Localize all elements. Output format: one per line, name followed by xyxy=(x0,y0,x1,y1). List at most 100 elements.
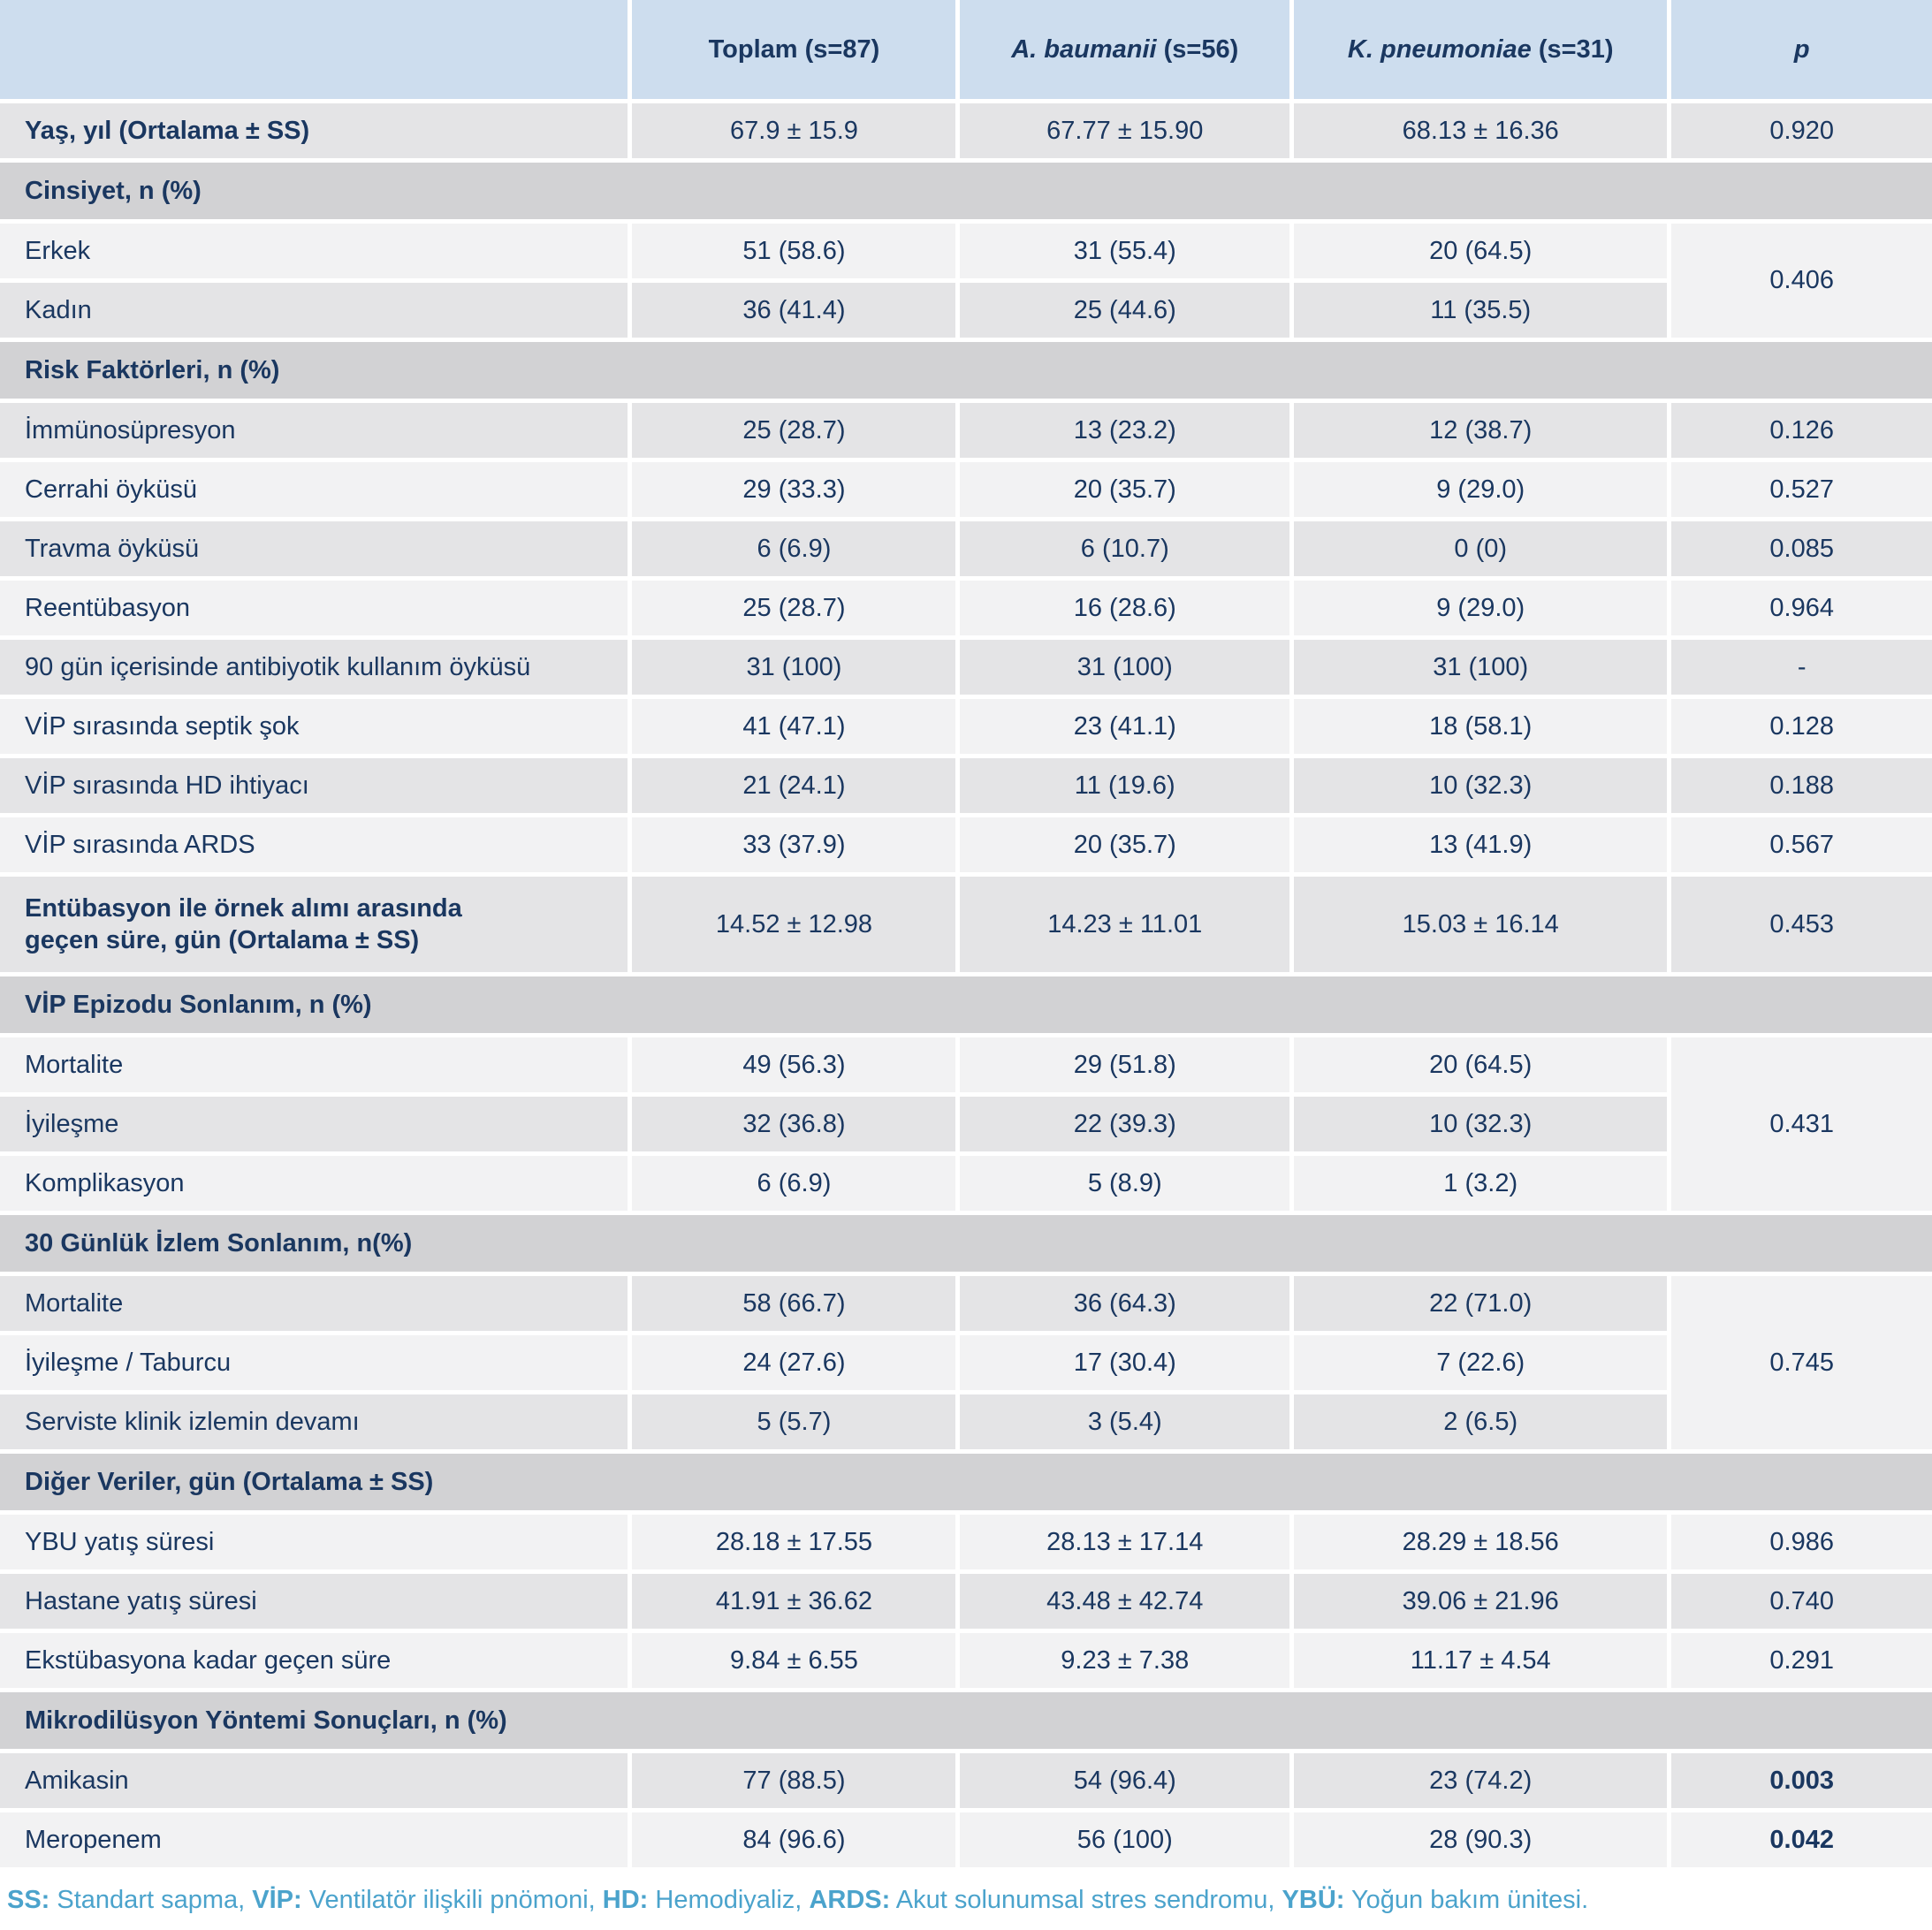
section-header-row: Mikrodilüsyon Yöntemi Sonuçları, n (%) xyxy=(0,1692,1932,1749)
value-toplam: 25 (28.7) xyxy=(632,581,956,635)
value-a-baumanii: 11 (19.6) xyxy=(960,758,1290,813)
p-value: 0.085 xyxy=(1671,521,1932,576)
footnote-text: Ventilatör ilişkili pnömoni, xyxy=(301,1886,603,1914)
value-a-baumanii: 54 (96.4) xyxy=(960,1753,1290,1808)
row-label: Kadın xyxy=(0,283,628,338)
value-a-baumanii: 5 (8.9) xyxy=(960,1156,1290,1211)
table-row: Hastane yatış süresi 41.91 ± 36.62 43.48 ±… xyxy=(0,1574,1932,1629)
value-toplam: 67.9 ± 15.9 xyxy=(632,103,956,158)
footnote-text: Yoğun bakım ünitesi. xyxy=(1344,1886,1589,1914)
row-label: Mortalite xyxy=(0,1276,628,1331)
row-label: Travma öyküsü xyxy=(0,521,628,576)
table-row: VİP sırasında septik şok 41 (47.1) 23 (41.… xyxy=(0,699,1932,754)
value-k-pneumoniae: 2 (6.5) xyxy=(1294,1394,1668,1449)
value-k-pneumoniae: 7 (22.6) xyxy=(1294,1335,1668,1390)
value-toplam: 25 (28.7) xyxy=(632,403,956,458)
value-a-baumanii: 31 (55.4) xyxy=(960,224,1290,278)
p-value: 0.188 xyxy=(1671,758,1932,813)
value-k-pneumoniae: 9 (29.0) xyxy=(1294,581,1668,635)
column-header-species-name: A. baumanii xyxy=(1011,34,1157,64)
section-header-row: 30 Günlük İzlem Sonlanım, n(%) xyxy=(0,1215,1932,1272)
table-row: Serviste klinik izlemin devamı 5 (5.7) 3 (… xyxy=(0,1394,1932,1449)
value-k-pneumoniae: 11 (35.5) xyxy=(1294,283,1668,338)
footnote-text: Standart sapma, xyxy=(49,1886,253,1914)
table-row: 90 gün içerisinde antibiyotik kullanım ö… xyxy=(0,640,1932,695)
value-a-baumanii: 67.77 ± 15.90 xyxy=(960,103,1290,158)
p-value: 0.406 xyxy=(1671,224,1932,338)
row-label: Cerrahi öyküsü xyxy=(0,462,628,517)
value-a-baumanii: 13 (23.2) xyxy=(960,403,1290,458)
row-label: Erkek xyxy=(0,224,628,278)
footnote-abbr: YBÜ: xyxy=(1282,1886,1345,1914)
p-value: 0.567 xyxy=(1671,817,1932,872)
value-toplam: 24 (27.6) xyxy=(632,1335,956,1390)
row-label: VİP sırasında ARDS xyxy=(0,817,628,872)
value-k-pneumoniae: 13 (41.9) xyxy=(1294,817,1668,872)
table-row: Komplikasyon 6 (6.9) 5 (8.9) 1 (3.2) xyxy=(0,1156,1932,1211)
value-toplam: 14.52 ± 12.98 xyxy=(632,877,956,972)
value-toplam: 51 (58.6) xyxy=(632,224,956,278)
value-toplam: 58 (66.7) xyxy=(632,1276,956,1331)
value-k-pneumoniae: 15.03 ± 16.14 xyxy=(1294,877,1668,972)
table-row: İyileşme 32 (36.8) 22 (39.3) 10 (32.3) xyxy=(0,1097,1932,1151)
p-value: 0.453 xyxy=(1671,877,1932,972)
value-a-baumanii: 43.48 ± 42.74 xyxy=(960,1574,1290,1629)
value-k-pneumoniae: 10 (32.3) xyxy=(1294,1097,1668,1151)
value-a-baumanii: 20 (35.7) xyxy=(960,462,1290,517)
value-k-pneumoniae: 18 (58.1) xyxy=(1294,699,1668,754)
value-a-baumanii: 9.23 ± 7.38 xyxy=(960,1633,1290,1688)
value-a-baumanii: 29 (51.8) xyxy=(960,1037,1290,1092)
footnote-abbr: SS: xyxy=(7,1886,50,1914)
value-toplam: 21 (24.1) xyxy=(632,758,956,813)
table-row: Reentübasyon 25 (28.7) 16 (28.6) 9 (29.0) 0.… xyxy=(0,581,1932,635)
value-toplam: 41 (47.1) xyxy=(632,699,956,754)
table-row: Mortalite 58 (66.7) 36 (64.3) 22 (71.0) 0.74… xyxy=(0,1276,1932,1449)
row-label: İyileşme / Taburcu xyxy=(0,1335,628,1390)
column-header-species-name: p xyxy=(1793,34,1810,64)
footnote-text: Akut solunumsal stres sendromu, xyxy=(890,1886,1282,1914)
value-a-baumanii: 22 (39.3) xyxy=(960,1097,1290,1151)
value-k-pneumoniae: 22 (71.0) xyxy=(1294,1276,1668,1331)
value-toplam: 31 (100) xyxy=(632,640,956,695)
table-row: VİP sırasında ARDS 33 (37.9) 20 (35.7) 13 (… xyxy=(0,817,1932,872)
value-a-baumanii: 31 (100) xyxy=(960,640,1290,695)
p-value: 0.291 xyxy=(1671,1633,1932,1688)
value-k-pneumoniae: 28 (90.3) xyxy=(1294,1812,1668,1867)
table-header-row: Toplam (s=87) A. baumanii (s=56) K. pneumo… xyxy=(0,0,1932,99)
table-row: VİP sırasında HD ihtiyacı 21 (24.1) 11 (19… xyxy=(0,758,1932,813)
column-header-p: p xyxy=(1671,0,1932,99)
column-header-k-pneumoniae: K. pneumoniae (s=31) xyxy=(1294,0,1668,99)
section-header-label: Cinsiyet, n (%) xyxy=(0,163,1932,219)
value-a-baumanii: 16 (28.6) xyxy=(960,581,1290,635)
table-row: Kadın 36 (41.4) 25 (44.6) 11 (35.5) xyxy=(0,283,1932,338)
p-value: 0.527 xyxy=(1671,462,1932,517)
p-value: 0.003 xyxy=(1671,1753,1932,1808)
value-toplam: 32 (36.8) xyxy=(632,1097,956,1151)
header-row: Toplam (s=87) A. baumanii (s=56) K. pneumo… xyxy=(0,0,1932,99)
value-toplam: 77 (88.5) xyxy=(632,1753,956,1808)
value-a-baumanii: 36 (64.3) xyxy=(960,1276,1290,1331)
value-k-pneumoniae: 0 (0) xyxy=(1294,521,1668,576)
value-toplam: 6 (6.9) xyxy=(632,521,956,576)
value-k-pneumoniae: 1 (3.2) xyxy=(1294,1156,1668,1211)
footnote-abbr: ARDS: xyxy=(809,1886,891,1914)
footnote-abbr: HD: xyxy=(602,1886,649,1914)
value-a-baumanii: 14.23 ± 11.01 xyxy=(960,877,1290,972)
table-row: İmmünosüpresyon 25 (28.7) 13 (23.2) 12 (38.… xyxy=(0,403,1932,458)
value-toplam: 6 (6.9) xyxy=(632,1156,956,1211)
value-toplam: 28.18 ± 17.55 xyxy=(632,1515,956,1569)
value-a-baumanii: 17 (30.4) xyxy=(960,1335,1290,1390)
value-a-baumanii: 20 (35.7) xyxy=(960,817,1290,872)
p-value: 0.126 xyxy=(1671,403,1932,458)
row-label: Mortalite xyxy=(0,1037,628,1092)
results-table-container: Toplam (s=87) A. baumanii (s=56) K. pneumo… xyxy=(0,0,1932,1867)
value-toplam: 36 (41.4) xyxy=(632,283,956,338)
table-row: Entübasyon ile örnek alımı arasında geçe… xyxy=(0,877,1932,972)
value-k-pneumoniae: 20 (64.5) xyxy=(1294,1037,1668,1092)
value-k-pneumoniae: 11.17 ± 4.54 xyxy=(1294,1633,1668,1688)
section-header-label: 30 Günlük İzlem Sonlanım, n(%) xyxy=(0,1215,1932,1272)
table-row: Cerrahi öyküsü 29 (33.3) 20 (35.7) 9 (29.0)… xyxy=(0,462,1932,517)
p-value: - xyxy=(1671,640,1932,695)
value-k-pneumoniae: 28.29 ± 18.56 xyxy=(1294,1515,1668,1569)
row-label: Amikasin xyxy=(0,1753,628,1808)
